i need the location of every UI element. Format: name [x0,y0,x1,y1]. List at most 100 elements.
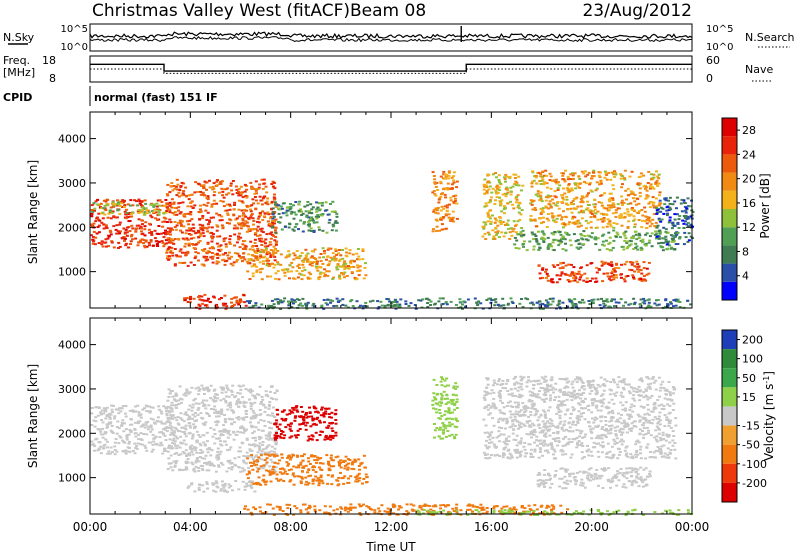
data-cell [201,434,205,437]
data-cell [610,300,613,303]
data-cell [634,230,638,233]
data-cell [140,230,143,233]
data-cell [503,176,506,179]
data-cell [128,215,132,218]
data-cell [468,508,472,511]
data-cell [131,449,135,452]
data-cell [262,240,266,243]
data-cell [276,434,279,437]
data-cell [526,298,530,301]
data-cell [623,212,627,215]
data-cell [95,406,98,409]
data-cell [607,277,611,280]
data-cell [280,472,284,475]
data-cell [673,218,677,221]
data-cell [632,248,636,250]
data-cell [99,452,103,455]
data-cell [123,199,126,202]
data-cell [297,228,300,231]
data-cell [682,222,686,225]
data-cell [228,243,232,245]
data-cell [202,255,206,258]
data-cell [216,458,220,461]
data-cell [257,468,261,471]
data-cell [183,468,187,471]
data-cell [637,237,641,239]
data-cell [568,178,572,180]
data-cell [633,303,636,306]
data-cell [271,222,274,224]
data-cell [93,207,97,210]
data-cell [265,461,269,464]
data-cell [358,265,362,268]
data-cell [335,508,339,511]
colorbar-segment [722,154,737,173]
data-cell [160,412,164,415]
data-cell [492,507,496,510]
data-cell [178,446,182,449]
data-cell [444,213,448,216]
data-cell [654,205,658,208]
data-cell [622,278,626,281]
freq-tick-bottom: 8 [49,72,56,85]
data-cell [505,186,509,189]
data-cell [230,468,234,471]
data-cell [233,204,236,206]
data-cell [253,242,257,244]
data-cell [647,241,651,244]
data-cell [282,409,286,412]
data-cell [533,207,537,209]
data-cell [270,305,274,308]
data-cell [95,232,99,235]
data-cell [299,509,303,512]
data-cell [499,203,503,206]
data-cell [680,198,684,201]
data-cell [603,207,607,210]
data-cell [112,215,116,218]
data-cell [540,179,544,182]
data-cell [629,261,632,263]
data-cell [629,302,633,305]
data-cell [418,506,422,509]
data-cell [254,426,258,429]
data-cell [245,416,249,418]
data-cell [532,248,536,251]
data-cell [318,462,322,465]
data-cell [129,199,133,202]
data-cell [237,188,241,190]
data-cell [270,299,274,302]
data-cell [211,233,215,235]
data-cell [640,209,644,211]
data-cell [639,303,643,306]
data-cell [623,234,627,237]
data-cell [220,391,224,394]
data-cell [315,479,319,482]
data-cell [255,463,259,466]
data-cell [282,468,286,471]
data-cell [687,239,691,242]
data-cell [128,428,132,431]
data-cell [254,415,258,418]
data-cell [659,220,663,223]
data-cell [108,209,112,212]
data-cell [91,242,95,245]
data-cell [258,234,262,237]
data-cell [180,181,184,184]
data-cell [254,396,257,399]
data-cell [446,504,450,507]
data-cell [177,238,181,241]
data-cell [276,298,280,301]
data-cell [612,267,616,270]
cpid-value: normal (fast) 151 IF [94,91,218,104]
data-cell [322,421,326,424]
data-cell [194,449,198,452]
data-cell [186,264,190,267]
data-cell [552,233,556,236]
data-cell [623,169,627,172]
data-cell [624,189,628,192]
data-cell [223,428,227,431]
data-cell [425,504,429,507]
data-cell [256,220,259,223]
data-cell [187,408,191,411]
data-cell [216,235,220,238]
